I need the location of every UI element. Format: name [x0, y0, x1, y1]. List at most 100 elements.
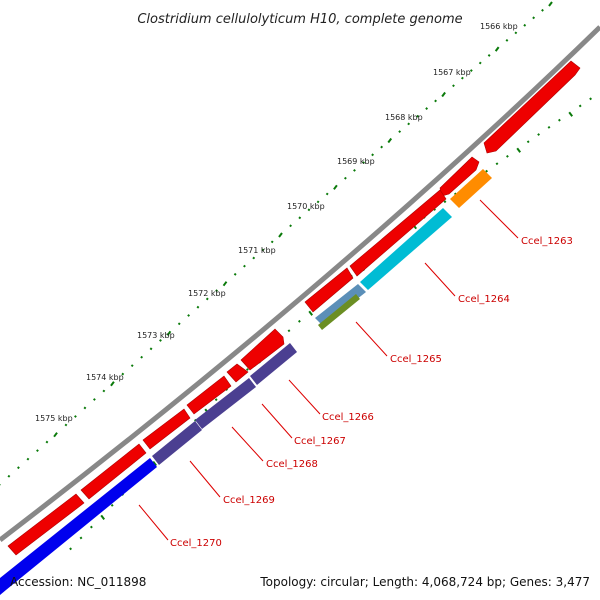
cds-feature[interactable] [483, 60, 581, 154]
cds-feature[interactable] [304, 267, 354, 313]
ruler-tick [130, 364, 134, 368]
ruler-label-1575: 1575 kbp [35, 414, 73, 423]
label-leader-line [138, 504, 169, 541]
ruler-tick [205, 297, 209, 301]
ruler-label-1568: 1568 kbp [385, 113, 423, 122]
ruler-tick [17, 466, 20, 470]
ruler-tick [177, 322, 181, 326]
inner-ruler-tick [152, 460, 157, 467]
ruler-ticks [0, 1, 553, 486]
inner-ruler-tick [495, 162, 499, 166]
inner-ruler-tick [443, 200, 447, 204]
inner-ruler-tick [79, 536, 83, 540]
gene-ccel-1265-arrow[interactable] [318, 294, 360, 330]
gene-label-ccel-1267[interactable]: Ccel_1267 [294, 436, 346, 447]
ruler-label-1569: 1569 kbp [337, 157, 375, 166]
ruler-tick [487, 54, 491, 57]
gene-ccel-1268-segment[interactable] [152, 421, 202, 465]
ruler-tick [441, 91, 446, 98]
inner-ruler-tick [516, 147, 522, 153]
label-leader-line [288, 379, 321, 415]
ruler-tick [362, 161, 365, 164]
ruler-tick [83, 406, 87, 410]
ruler-tick [261, 248, 265, 252]
map-title: Clostridium cellulolyticum H10, complete… [137, 12, 462, 27]
ruler-tick [121, 372, 125, 376]
cds-feature[interactable] [349, 189, 447, 277]
inner-ruler-ticks [69, 97, 593, 551]
inner-ruler-tick [589, 97, 593, 101]
ruler-tick [149, 347, 153, 351]
cds-feature[interactable] [7, 493, 85, 556]
cds-feature[interactable] [80, 443, 147, 500]
ruler-tick [387, 137, 393, 144]
cds-feature[interactable] [226, 363, 249, 383]
ruler-tick [222, 281, 228, 287]
ruler-label-1573: 1573 kbp [137, 331, 175, 340]
ruler-tick [26, 457, 30, 461]
ruler-tick [166, 330, 172, 336]
label-leader-line [231, 426, 264, 462]
inner-ruler-tick [557, 118, 561, 122]
ruler-tick [196, 305, 200, 309]
label-leader-line [424, 262, 456, 297]
ruler-label-1567: 1567 kbp [433, 68, 471, 77]
inner-ruler-tick [297, 319, 301, 323]
ruler-tick [140, 355, 144, 359]
cds-feature[interactable] [142, 408, 191, 450]
gene-labels: Ccel_1263 Ccel_1264 Ccel_1265 Ccel_1266 … [170, 236, 573, 549]
label-leader-lines [138, 199, 519, 541]
gene-ccel-1267-segment[interactable] [195, 378, 256, 429]
cds-feature[interactable] [240, 328, 285, 371]
ruler-tick [307, 208, 311, 212]
inner-ruler-tick [578, 104, 582, 108]
ruler-tick [233, 272, 237, 276]
gene-ccel-1266-arrow[interactable] [250, 343, 297, 385]
ruler-label-1574: 1574 kbp [86, 373, 124, 382]
gene-ccel-1264-segment[interactable] [315, 284, 366, 326]
ruler-tick [460, 76, 464, 80]
ruler-tick [398, 130, 402, 133]
inner-ruler-tick [537, 133, 541, 136]
ruler-tick [187, 314, 190, 317]
gene-label-ccel-1268[interactable]: Ccel_1268 [266, 459, 318, 470]
cds-feature[interactable] [186, 375, 232, 415]
ruler-tick [478, 61, 482, 65]
ruler-tick [64, 423, 68, 427]
ruler-tick [325, 192, 329, 196]
gene-label-ccel-1269[interactable]: Ccel_1269 [223, 495, 275, 506]
ruler-tick [548, 1, 553, 7]
ruler-tick [523, 23, 527, 27]
gene-ccel-1263-arrow[interactable] [450, 169, 492, 208]
inner-ruler-tick [287, 329, 291, 333]
ruler-tick [353, 168, 356, 172]
ruler-labels: 1566 kbp 1567 kbp 1568 kbp 1569 kbp 1570… [35, 22, 518, 423]
ruler-tick [514, 31, 518, 35]
inner-ruler-tick [110, 503, 114, 507]
label-leader-line [355, 321, 388, 357]
ruler-tick [434, 99, 437, 103]
gene-label-ccel-1263[interactable]: Ccel_1263 [521, 236, 573, 247]
ruler-label-1566: 1566 kbp [480, 22, 518, 31]
gene-ccel-1270-arrow[interactable] [0, 458, 157, 595]
ruler-tick [110, 381, 115, 387]
ruler-tick [159, 339, 162, 342]
gene-ccel-1264-arrow[interactable] [360, 208, 452, 290]
ruler-tick [45, 440, 49, 444]
ruler-tick [505, 38, 509, 42]
gene-features [0, 60, 581, 595]
accession-text: Accession: NC_011898 [10, 575, 147, 589]
ruler-tick [53, 432, 58, 438]
inner-ruler-tick [100, 514, 105, 520]
gene-label-ccel-1265[interactable]: Ccel_1265 [390, 354, 442, 365]
gene-label-ccel-1266[interactable]: Ccel_1266 [322, 412, 374, 423]
ruler-label-1570: 1570 kbp [287, 202, 325, 211]
ruler-tick [371, 153, 374, 157]
inner-ruler-tick [89, 525, 93, 529]
gene-label-ccel-1270[interactable]: Ccel_1270 [170, 538, 222, 549]
ruler-tick [289, 224, 292, 228]
gene-label-ccel-1264[interactable]: Ccel_1264 [458, 294, 510, 305]
ruler-tick [215, 289, 219, 293]
